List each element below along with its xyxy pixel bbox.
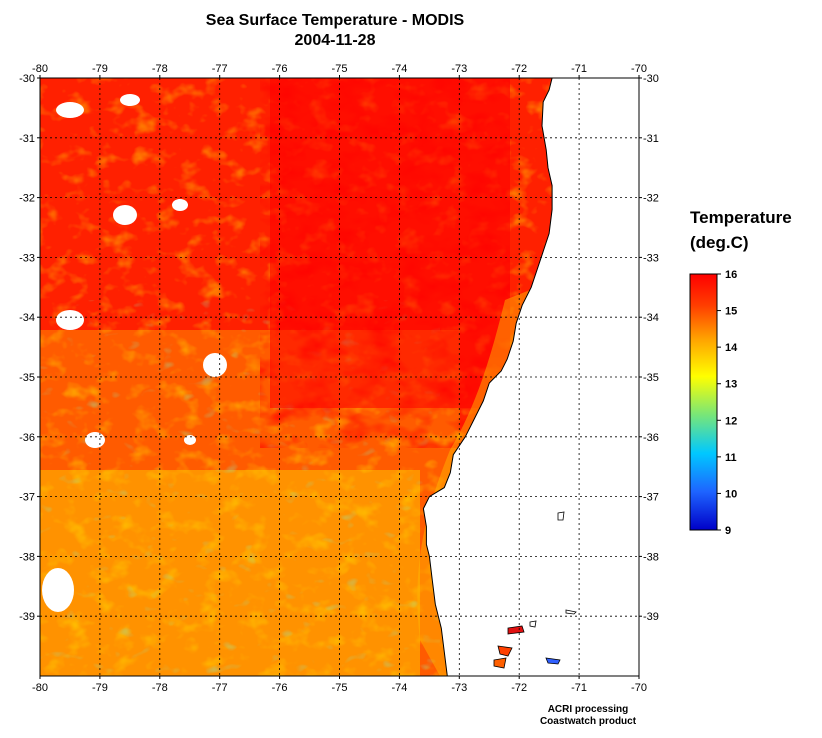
- latitude-tick-label: -31: [19, 133, 35, 145]
- latitude-tick-label: -38: [643, 551, 659, 563]
- latitude-tick-label: -36: [643, 432, 659, 444]
- longitude-tick-label: -80: [32, 682, 48, 694]
- longitude-tick-label: -78: [152, 682, 168, 694]
- cloud-gaps: [42, 94, 227, 612]
- latitude-tick-label: -33: [19, 252, 35, 264]
- longitude-tick-label: -72: [511, 682, 527, 694]
- latitude-tick-label: -39: [643, 611, 659, 623]
- longitude-tick-label: -70: [631, 682, 647, 694]
- latitude-tick-label: -35: [19, 372, 35, 384]
- longitude-tick-label: -76: [272, 63, 288, 75]
- colorbar-tick-label: 13: [725, 379, 737, 391]
- credit-product: Coastwatch product: [539, 716, 637, 727]
- longitude-tick-label: -70: [631, 63, 647, 75]
- longitude-tick-label: -73: [451, 682, 467, 694]
- credit-processing: ACRI processing: [547, 704, 629, 715]
- latitude-tick-label: -31: [643, 133, 659, 145]
- longitude-tick-label: -74: [391, 63, 407, 75]
- latitude-tick-label: -33: [643, 252, 659, 264]
- colorbar-tick-label: 16: [725, 269, 737, 281]
- map-frame: [39, 77, 640, 677]
- longitude-tick-label: -71: [571, 682, 587, 694]
- longitude-tick-label: -75: [332, 682, 348, 694]
- islands: [493, 511, 577, 669]
- longitude-tick-label: -80: [32, 63, 48, 75]
- colorbar-tick-label: 12: [725, 415, 737, 427]
- colorbar-tick-labels: 16 15 14 13 12 11 10 9: [717, 269, 738, 537]
- longitude-tick-label: -75: [332, 63, 348, 75]
- longitude-tick-label: -79: [92, 63, 108, 75]
- longitude-labels-top: -80 -79 -78 -77 -76 -75 -74 -73 -72 -71 -70: [32, 63, 647, 75]
- map-title: Sea Surface Temperature - MODIS: [205, 12, 465, 29]
- latitude-tick-label: -39: [19, 611, 35, 623]
- latitude-tick-label: -35: [643, 372, 659, 384]
- longitude-tick-label: -79: [92, 682, 108, 694]
- latitude-tick-label: -30: [19, 73, 35, 85]
- latitude-tick-label: -36: [19, 432, 35, 444]
- latitude-tick-label: -37: [19, 492, 35, 504]
- colorbar-tick-label: 11: [725, 452, 737, 464]
- longitude-tick-label: -77: [212, 682, 228, 694]
- longitude-tick-label: -73: [451, 63, 467, 75]
- colorbar: [689, 273, 718, 531]
- latitude-tick-label: -30: [643, 73, 659, 85]
- colorbar-tick-label: 10: [725, 488, 737, 500]
- latitude-labels-right: -30 -31 -32 -33 -34 -35 -36 -37 -38 -39: [643, 73, 659, 623]
- colorbar-tick-label: 9: [725, 525, 731, 537]
- latitude-tick-label: -34: [643, 312, 659, 324]
- longitude-tick-label: -78: [152, 63, 168, 75]
- latitude-tick-label: -34: [19, 312, 35, 324]
- legend-unit: (deg.C): [690, 233, 749, 252]
- map-date: 2004-11-28: [294, 32, 376, 49]
- colorbar-tick-label: 14: [725, 342, 738, 354]
- latitude-tick-label: -32: [643, 193, 659, 205]
- legend-title: Temperature: [690, 208, 792, 227]
- longitude-tick-label: -71: [571, 63, 587, 75]
- longitude-tick-label: -76: [272, 682, 288, 694]
- longitude-tick-label: -74: [391, 682, 407, 694]
- longitude-tick-label: -77: [212, 63, 228, 75]
- latitude-labels-left: -30 -31 -32 -33 -34 -35 -36 -37 -38 -39: [19, 73, 35, 623]
- longitude-tick-label: -72: [511, 63, 527, 75]
- latitude-tick-label: -38: [19, 551, 35, 563]
- longitude-labels-bottom: -80 -79 -78 -77 -76 -75 -74 -73 -72 -71 -70: [32, 682, 647, 694]
- latitude-tick-label: -32: [19, 193, 35, 205]
- colorbar-tick-label: 15: [725, 306, 737, 318]
- latitude-tick-label: -37: [643, 492, 659, 504]
- sst-field: [40, 78, 553, 676]
